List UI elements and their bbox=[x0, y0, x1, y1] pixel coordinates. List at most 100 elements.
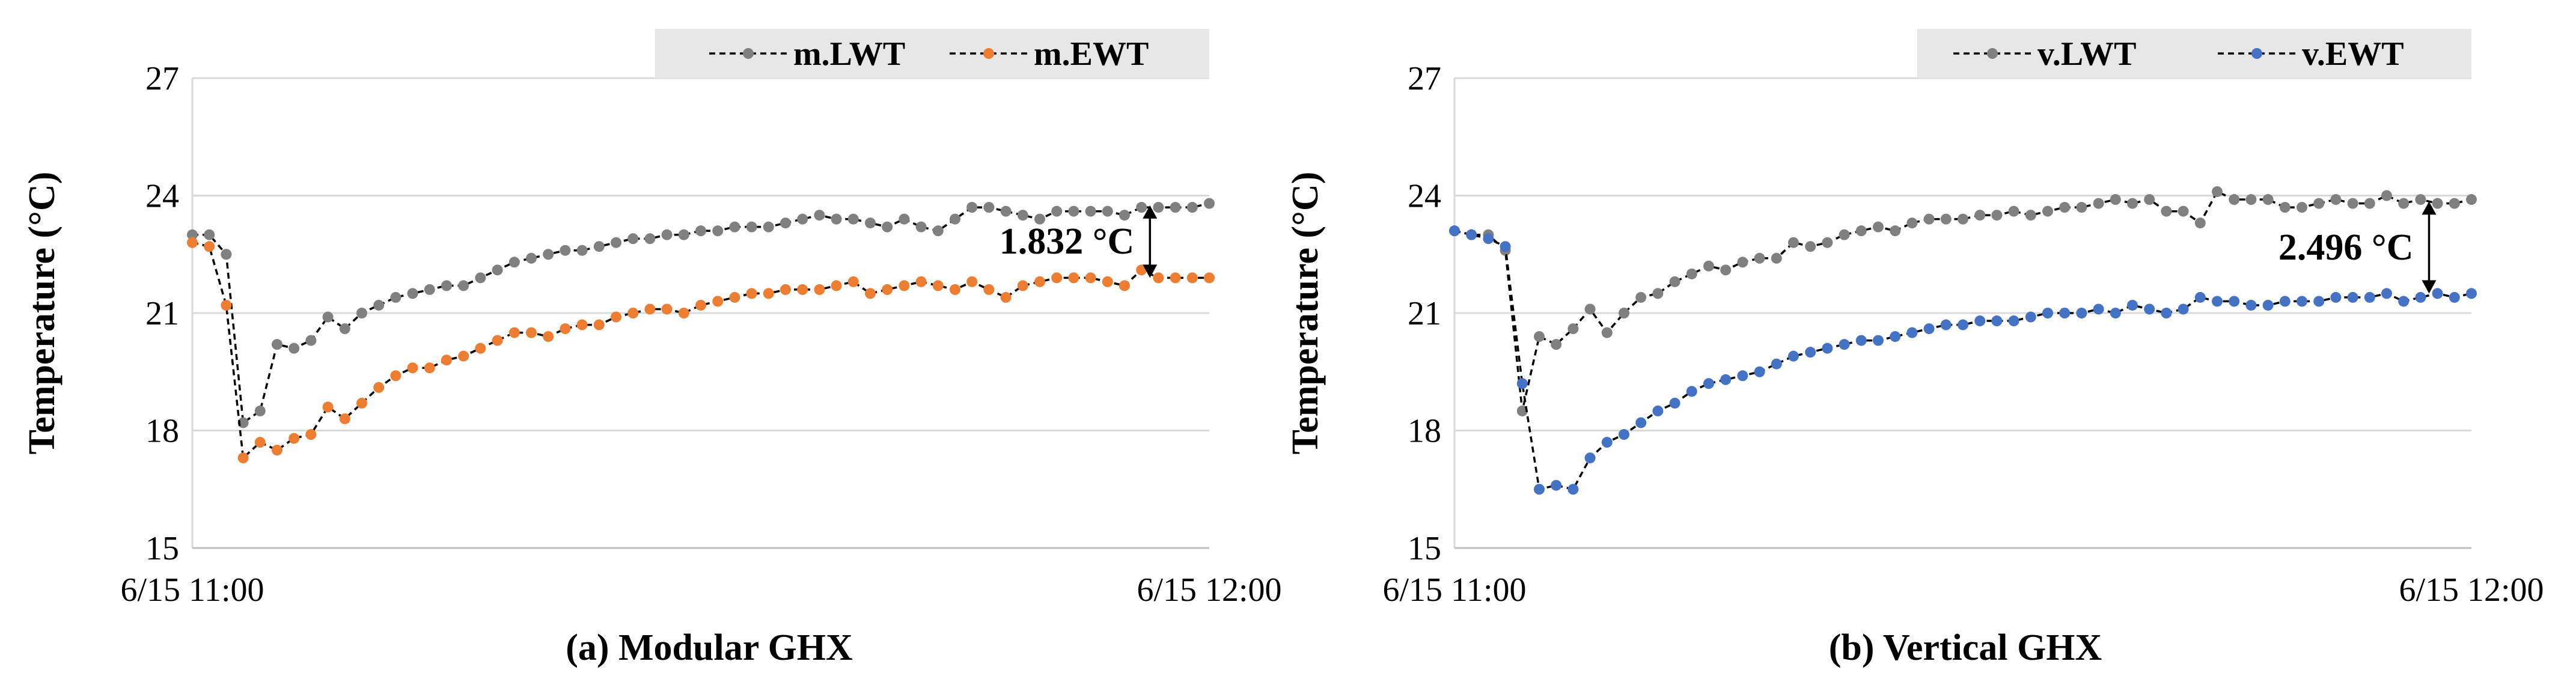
data-point bbox=[1873, 335, 1884, 346]
y-tick-label: 27 bbox=[1408, 60, 1441, 97]
data-point bbox=[543, 331, 554, 343]
data-point bbox=[593, 319, 605, 330]
data-point bbox=[1068, 272, 1079, 284]
data-point bbox=[1873, 221, 1884, 233]
data-point bbox=[915, 221, 927, 233]
data-point bbox=[712, 225, 724, 237]
data-point bbox=[2330, 194, 2342, 206]
data-point bbox=[2313, 198, 2325, 209]
data-point bbox=[221, 249, 232, 260]
data-point bbox=[1805, 241, 1816, 252]
data-point bbox=[390, 291, 401, 303]
data-point bbox=[2432, 288, 2443, 299]
data-point bbox=[2262, 194, 2274, 206]
data-point bbox=[2127, 198, 2138, 209]
data-point bbox=[1754, 366, 1765, 377]
data-point bbox=[254, 405, 266, 416]
y-tick-label: 21 bbox=[145, 295, 179, 332]
data-point bbox=[899, 213, 910, 225]
data-point bbox=[2212, 296, 2223, 307]
data-point bbox=[932, 280, 944, 291]
data-point bbox=[322, 401, 334, 413]
data-point bbox=[1805, 347, 1816, 358]
data-point bbox=[407, 362, 418, 374]
data-point bbox=[2330, 291, 2342, 303]
data-point bbox=[983, 284, 995, 295]
data-point bbox=[1170, 202, 1181, 213]
data-point bbox=[1601, 437, 1613, 448]
data-point bbox=[1483, 233, 1494, 245]
data-point bbox=[1669, 397, 1680, 409]
data-point bbox=[627, 233, 639, 245]
data-point bbox=[1186, 272, 1198, 284]
y-tick-label: 18 bbox=[145, 413, 179, 450]
x-tick-label: 6/15 11:00 bbox=[1382, 571, 1526, 609]
data-point bbox=[746, 288, 757, 299]
chart-modular-ghx: 15 18 21 24 27 6/15 11:00 6/15 12:00 Temperatur… bbox=[22, 29, 1282, 668]
data-point bbox=[2245, 194, 2257, 206]
data-point bbox=[576, 319, 588, 330]
chart-vertical-ghx: 15 18 21 24 27 6/15 11:00 6/15 12:00 Temperatur… bbox=[1285, 29, 2544, 668]
data-point bbox=[2008, 315, 2019, 327]
data-point bbox=[2449, 198, 2460, 209]
data-point bbox=[1466, 229, 1477, 240]
annotation-label: 1.832 °C bbox=[1000, 221, 1135, 262]
data-point bbox=[1516, 378, 1528, 389]
data-point bbox=[1584, 303, 1596, 315]
data-point bbox=[915, 276, 927, 287]
data-point bbox=[1703, 260, 1714, 272]
data-point bbox=[2110, 308, 2121, 318]
data-point bbox=[1534, 331, 1545, 343]
data-point bbox=[1923, 213, 1935, 225]
data-point bbox=[1635, 417, 1647, 428]
data-point bbox=[1119, 280, 1130, 291]
data-point bbox=[1584, 452, 1596, 464]
data-point bbox=[746, 221, 757, 233]
data-point bbox=[2229, 296, 2240, 307]
data-point bbox=[2025, 210, 2036, 221]
data-point bbox=[2381, 190, 2392, 201]
data-point bbox=[576, 245, 588, 256]
data-point bbox=[1551, 339, 1562, 350]
data-point bbox=[966, 202, 978, 213]
data-point bbox=[2347, 291, 2358, 303]
data-point bbox=[373, 382, 385, 393]
data-point bbox=[322, 311, 334, 323]
data-point bbox=[2194, 291, 2206, 303]
data-point bbox=[2178, 303, 2189, 315]
legend-label: v.LWT bbox=[2037, 35, 2136, 73]
data-point bbox=[2059, 202, 2071, 213]
data-point bbox=[237, 452, 249, 464]
data-point bbox=[560, 245, 571, 256]
y-tick-label: 18 bbox=[1408, 413, 1441, 450]
data-point bbox=[1686, 386, 1697, 397]
data-point bbox=[1839, 339, 1850, 350]
data-point bbox=[1017, 280, 1028, 291]
data-point bbox=[2466, 194, 2477, 206]
data-point bbox=[356, 308, 367, 318]
data-point bbox=[1923, 323, 1935, 335]
data-point bbox=[1822, 343, 1833, 354]
data-point bbox=[2381, 288, 2392, 299]
data-point bbox=[2398, 198, 2410, 209]
data-point bbox=[611, 311, 621, 323]
data-point bbox=[611, 237, 621, 248]
data-point bbox=[1771, 252, 1782, 264]
data-point bbox=[1974, 210, 1986, 221]
data-point bbox=[424, 362, 435, 374]
data-point bbox=[831, 280, 842, 291]
data-point bbox=[272, 339, 282, 350]
data-point bbox=[966, 276, 978, 287]
data-point bbox=[526, 327, 537, 338]
data-point bbox=[1958, 319, 1968, 330]
data-point bbox=[1034, 213, 1045, 225]
data-point bbox=[1068, 206, 1079, 217]
data-point bbox=[1737, 370, 1748, 382]
data-point bbox=[1788, 237, 1799, 248]
data-point bbox=[2093, 198, 2104, 209]
data-point bbox=[661, 303, 673, 315]
data-point bbox=[272, 445, 282, 456]
data-point bbox=[1119, 210, 1130, 221]
data-point bbox=[1906, 218, 1918, 229]
data-point bbox=[983, 202, 995, 213]
